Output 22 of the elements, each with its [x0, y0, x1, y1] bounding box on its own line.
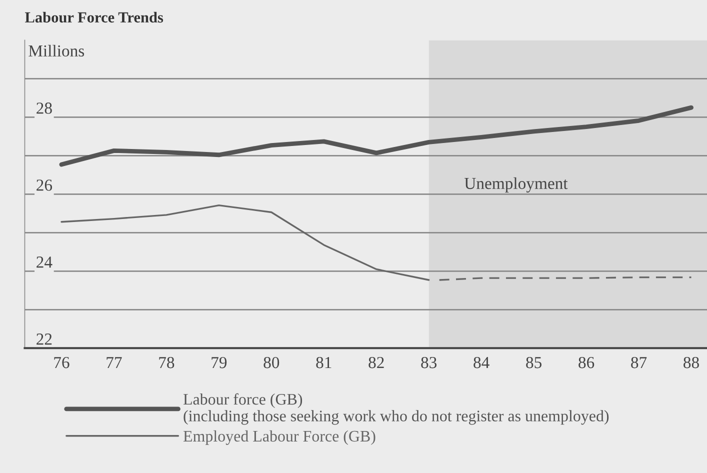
y-tick-label: 22 — [36, 334, 52, 345]
y-tick-label: 26 — [36, 180, 52, 191]
y-axis-title: Millions — [28, 44, 84, 57]
text: Labour force (GB) (including those seeking work who do not register as unemployed) — [183, 393, 609, 425]
chart-title: Labour Force Trends — [25, 12, 164, 23]
x-tick-label: 80 — [264, 356, 280, 368]
x-tick-label: 77 — [106, 357, 122, 368]
x-tick-label: 82 — [368, 356, 384, 368]
x-tick-label: 78 — [159, 356, 174, 368]
x-tick-label: 83 — [421, 356, 437, 368]
x-tick-label: 84 — [474, 356, 490, 368]
x-tick-label: 81 — [316, 356, 332, 368]
x-tick-label: 79 — [212, 356, 227, 368]
x-tick-label: 88 — [684, 356, 699, 368]
annotation: Unemployment — [464, 177, 568, 193]
x-tick-label: 76 — [54, 356, 70, 368]
x-tick-label: 85 — [526, 356, 542, 368]
x-tick-label: 86 — [578, 356, 594, 368]
x-tick-label: 87 — [631, 356, 647, 368]
text: Employed Labour Force (GB) — [183, 430, 376, 445]
y-tick-label: 28 — [36, 102, 52, 114]
y-tick-label: 24 — [36, 256, 52, 268]
